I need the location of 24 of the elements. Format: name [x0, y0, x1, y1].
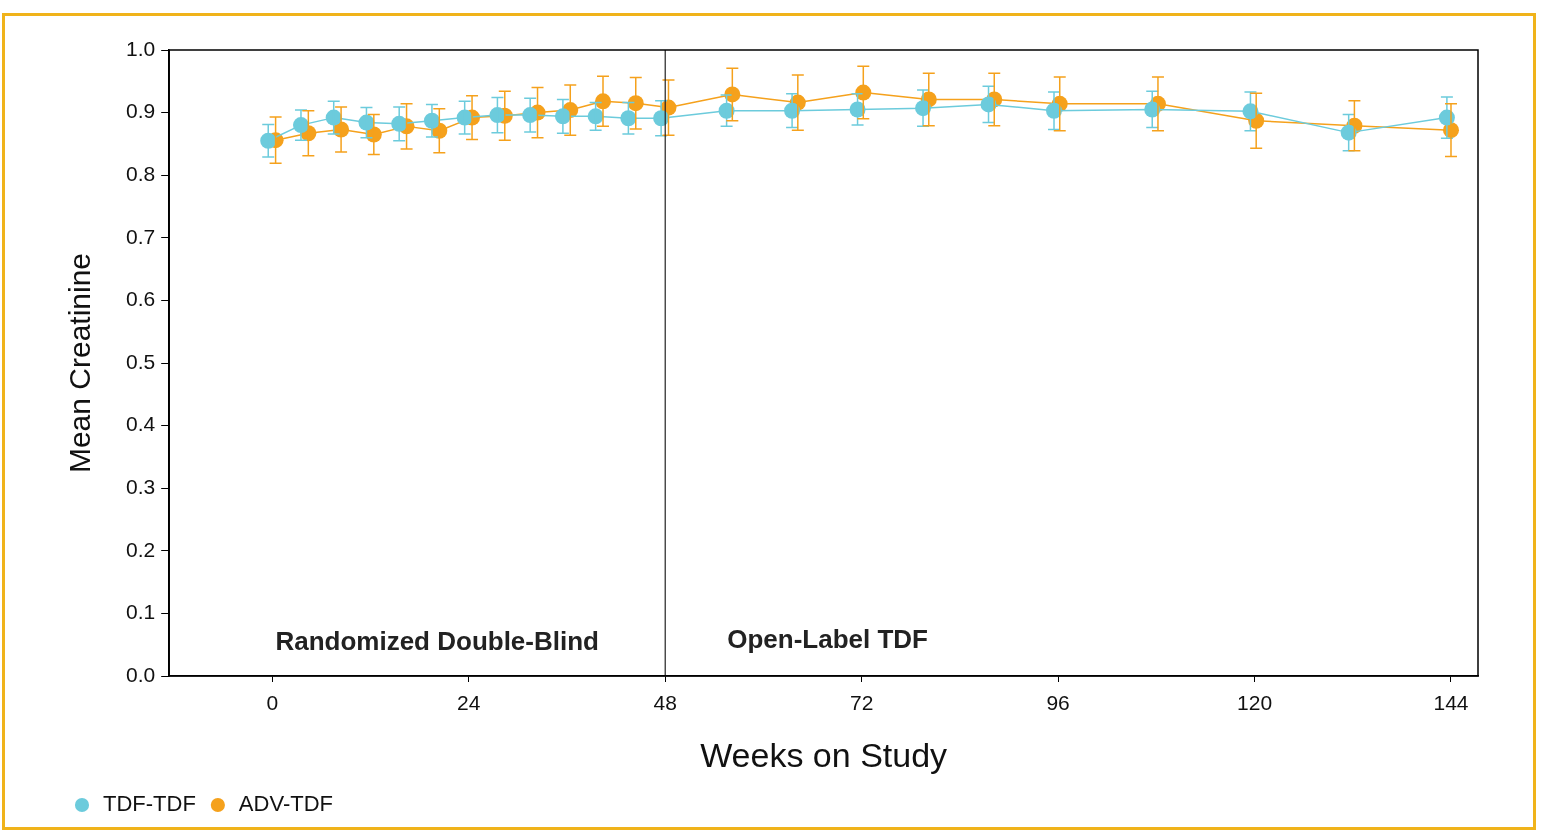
x-tick-label: 24	[457, 691, 481, 715]
legend-label: TDF-TDF	[103, 791, 196, 817]
x-tick-label: 0	[266, 691, 279, 715]
y-tick-label: 0.0	[125, 662, 156, 686]
x-tick-label: 144	[1433, 691, 1469, 715]
annotation: Open-Label TDF	[727, 624, 928, 654]
y-tick-label: 0.9	[125, 99, 156, 123]
y-tick-label: 0.3	[125, 475, 156, 498]
x-tick-label: 48	[653, 691, 677, 715]
x-axis-title: Weeks on Study	[700, 735, 948, 774]
x-tick-label: 96	[1046, 691, 1070, 715]
y-tick-label: 0.1	[125, 600, 156, 624]
y-tick-label: 0.6	[125, 287, 156, 311]
legend-label: ADV-TDF	[238, 791, 333, 817]
y-tick-label: 0.7	[125, 224, 156, 248]
x-tick-label: 120	[1237, 691, 1273, 715]
y-tick-label: 0.2	[125, 537, 156, 561]
y-tick-label: 1.0	[125, 36, 156, 60]
x-tick-label: 72	[849, 691, 874, 715]
y-tick-label: 0.8	[125, 162, 156, 185]
y-axis-title: Mean Creatinine	[63, 252, 97, 474]
y-tick-label: 0.4	[125, 412, 156, 436]
annotation: Randomized Double-Blind	[275, 626, 599, 656]
y-tick-label: 0.5	[125, 349, 156, 373]
